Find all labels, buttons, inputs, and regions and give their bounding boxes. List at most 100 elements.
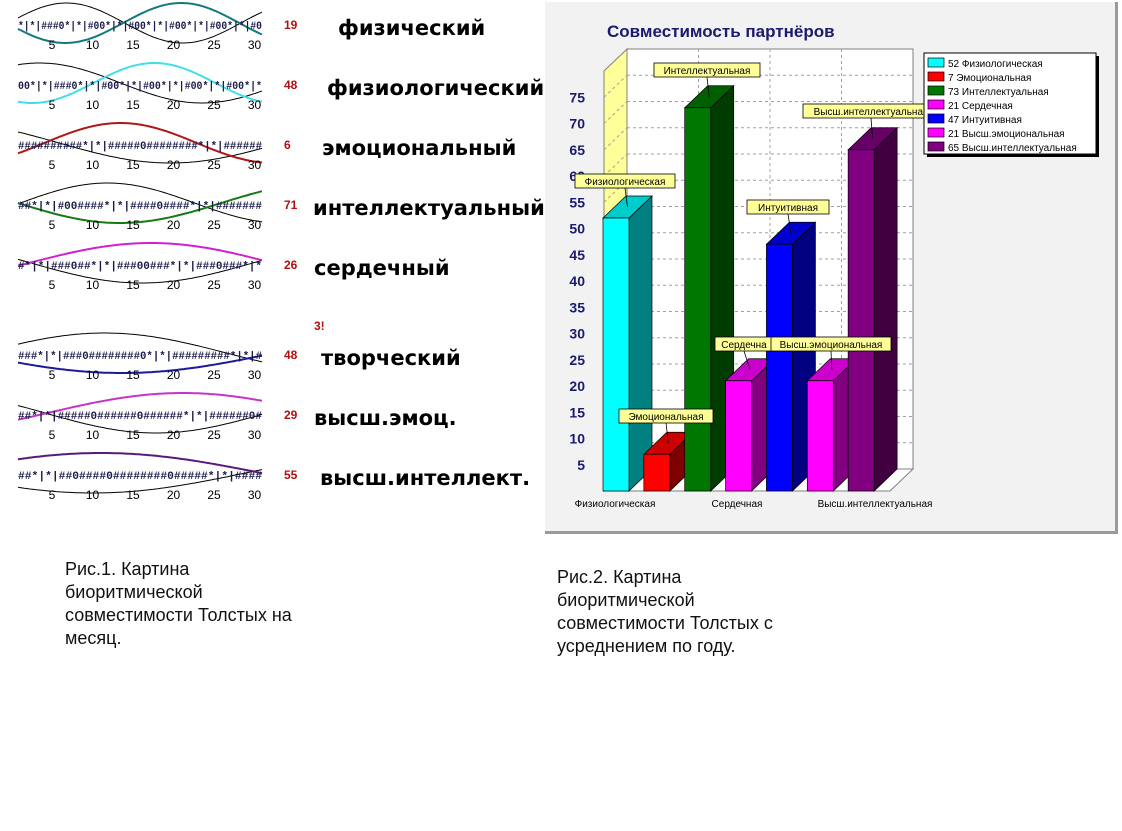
tick-label: 15	[126, 218, 140, 232]
y-tick-label: 70	[569, 116, 585, 132]
x-tick-label: Сердечная	[712, 499, 763, 510]
tick-label: 10	[86, 38, 100, 52]
hash-strip: ##*|*|#####0######0######*|*|######0#	[18, 411, 262, 423]
tick-label: 20	[167, 488, 181, 502]
tick-label: 10	[86, 428, 100, 442]
tick-label: 15	[126, 158, 140, 172]
rhythm-curve	[17, 122, 263, 164]
tick-label: 20	[167, 428, 181, 442]
legend-swatch	[927, 99, 945, 110]
tick-label: 15	[126, 38, 140, 52]
y-tick-label: 15	[569, 404, 585, 420]
callout-text: Высш.интеллектуальная	[814, 107, 929, 118]
y-tick-label: 45	[569, 247, 585, 263]
tick-label: 25	[207, 278, 221, 292]
legend-entry: 65 Высш.интеллектуальная	[948, 143, 1077, 154]
callout-pointer	[706, 76, 710, 97]
callout-pointer	[787, 213, 792, 234]
bar	[642, 431, 694, 492]
bar	[602, 195, 653, 492]
legend-box	[923, 52, 1097, 155]
rhythm-curve	[17, 392, 263, 421]
biorhythm-row: ##*|*|#00####*|*|####0####*|*|####### 5 10…	[17, 182, 545, 232]
tick-label: 30	[248, 158, 262, 172]
hash-strip: ###*|*|###0########0*|*|#########*|*|#	[18, 351, 262, 363]
callout-box	[618, 408, 714, 424]
y-tick-label: 65	[569, 142, 585, 158]
callout-box	[746, 199, 830, 215]
hash-strip: #*|*|###0##*|*|###00###*|*|###0###*|*	[18, 261, 262, 273]
bar-front	[766, 243, 793, 492]
tick-label: 10	[86, 158, 100, 172]
legend-swatch	[927, 71, 945, 82]
gridline-side	[603, 101, 628, 124]
rhythm-curve	[17, 62, 263, 104]
compatibility-chart: Совместимость партнёров 5 10 15 20 25 30 35 40 45…	[545, 2, 1118, 534]
callout-text: Интеллектуальная	[664, 66, 751, 77]
bar-front	[602, 217, 630, 492]
biorhythm-row: #*|*|###0##*|*|###00###*|*|###0###*|* 5 10…	[17, 242, 450, 292]
legend-swatch	[927, 113, 945, 124]
rhythm-value: 29	[284, 408, 298, 422]
tick-label: 25	[207, 98, 221, 112]
y-tick-label: 40	[569, 273, 585, 289]
partner-curve	[17, 182, 263, 223]
tick-label: 5	[49, 368, 56, 382]
rhythm-value: 26	[284, 258, 298, 272]
rhythm-curve	[17, 354, 263, 374]
bar-chart: Совместимость партнёров 5 10 15 20 25 30 35 40 45…	[569, 22, 1099, 510]
biorhythm-row: 00*|*|###0*|*|#00*|*|#00*|*|#00*|*|#00*|…	[17, 62, 544, 112]
rhythm-curve	[17, 2, 263, 44]
tick-label: 5	[49, 488, 56, 502]
biorhythm-graphs: *|*|###0*|*|#00*|*|#00*|*|#00*|*|#00*|*|…	[17, 2, 545, 502]
tick-label: 10	[86, 488, 100, 502]
legend-entry: 7 Эмоциональная	[948, 73, 1031, 84]
bar-callout: Эмоциональная	[618, 408, 714, 444]
biorhythm-row: ##########*|*|#####0########*|*|###### 5 1…	[17, 122, 516, 172]
tick-label: 25	[207, 218, 221, 232]
tick-label: 10	[86, 98, 100, 112]
y-tick-label: 25	[569, 352, 585, 368]
legend-swatch	[927, 85, 945, 96]
legend-entry: 47 Интуитивная	[948, 115, 1022, 126]
callout-pointer	[870, 117, 874, 139]
callout-pointer	[743, 350, 751, 370]
bar-front	[806, 380, 834, 492]
tick-label: 20	[167, 38, 181, 52]
tick-label: 30	[248, 278, 262, 292]
callout-text: Высш.эмоциональная	[780, 340, 883, 351]
bar	[847, 126, 899, 492]
tick-label: 20	[167, 278, 181, 292]
tick-label: 20	[167, 368, 181, 382]
y-tick-label: 30	[569, 326, 585, 342]
callout-text: Эмоциональная	[628, 412, 703, 423]
callout-box	[653, 62, 761, 78]
x-tick-label: Высш.интеллектуальная	[818, 499, 933, 510]
tick-label: 25	[207, 428, 221, 442]
bar	[765, 221, 817, 492]
bar-callout: Физиологическая	[574, 173, 676, 208]
rhythm-label: эмоциональный	[322, 136, 516, 160]
tick-label: 30	[248, 38, 262, 52]
rhythm-label: физический	[338, 16, 485, 40]
tick-label: 25	[207, 38, 221, 52]
tick-label: 5	[49, 218, 56, 232]
callout-pointer	[624, 187, 628, 208]
callout-box	[574, 173, 676, 189]
biorhythm-row: ##*|*|#####0######0######*|*|######0# 5 10…	[17, 392, 457, 442]
legend-swatch	[927, 127, 945, 138]
biorhythm-row: ##*|*|##0####0########0#####*|*|#### 5 10 1…	[17, 452, 530, 502]
y-tick-label: 5	[577, 457, 585, 473]
tick-label: 5	[49, 278, 56, 292]
rhythm-value: 55	[284, 468, 298, 482]
stray-mark: 3!	[314, 319, 325, 333]
bar-front	[847, 149, 875, 492]
rhythm-label: творческий	[321, 346, 461, 370]
rhythm-value: 19	[284, 18, 298, 32]
y-tick-label: 75	[569, 89, 585, 105]
y-tick-label: 20	[569, 378, 585, 394]
tick-label: 20	[167, 98, 181, 112]
gridline-side	[603, 153, 628, 177]
rhythm-label: физиологический	[327, 76, 544, 100]
partner-curve	[17, 62, 263, 104]
